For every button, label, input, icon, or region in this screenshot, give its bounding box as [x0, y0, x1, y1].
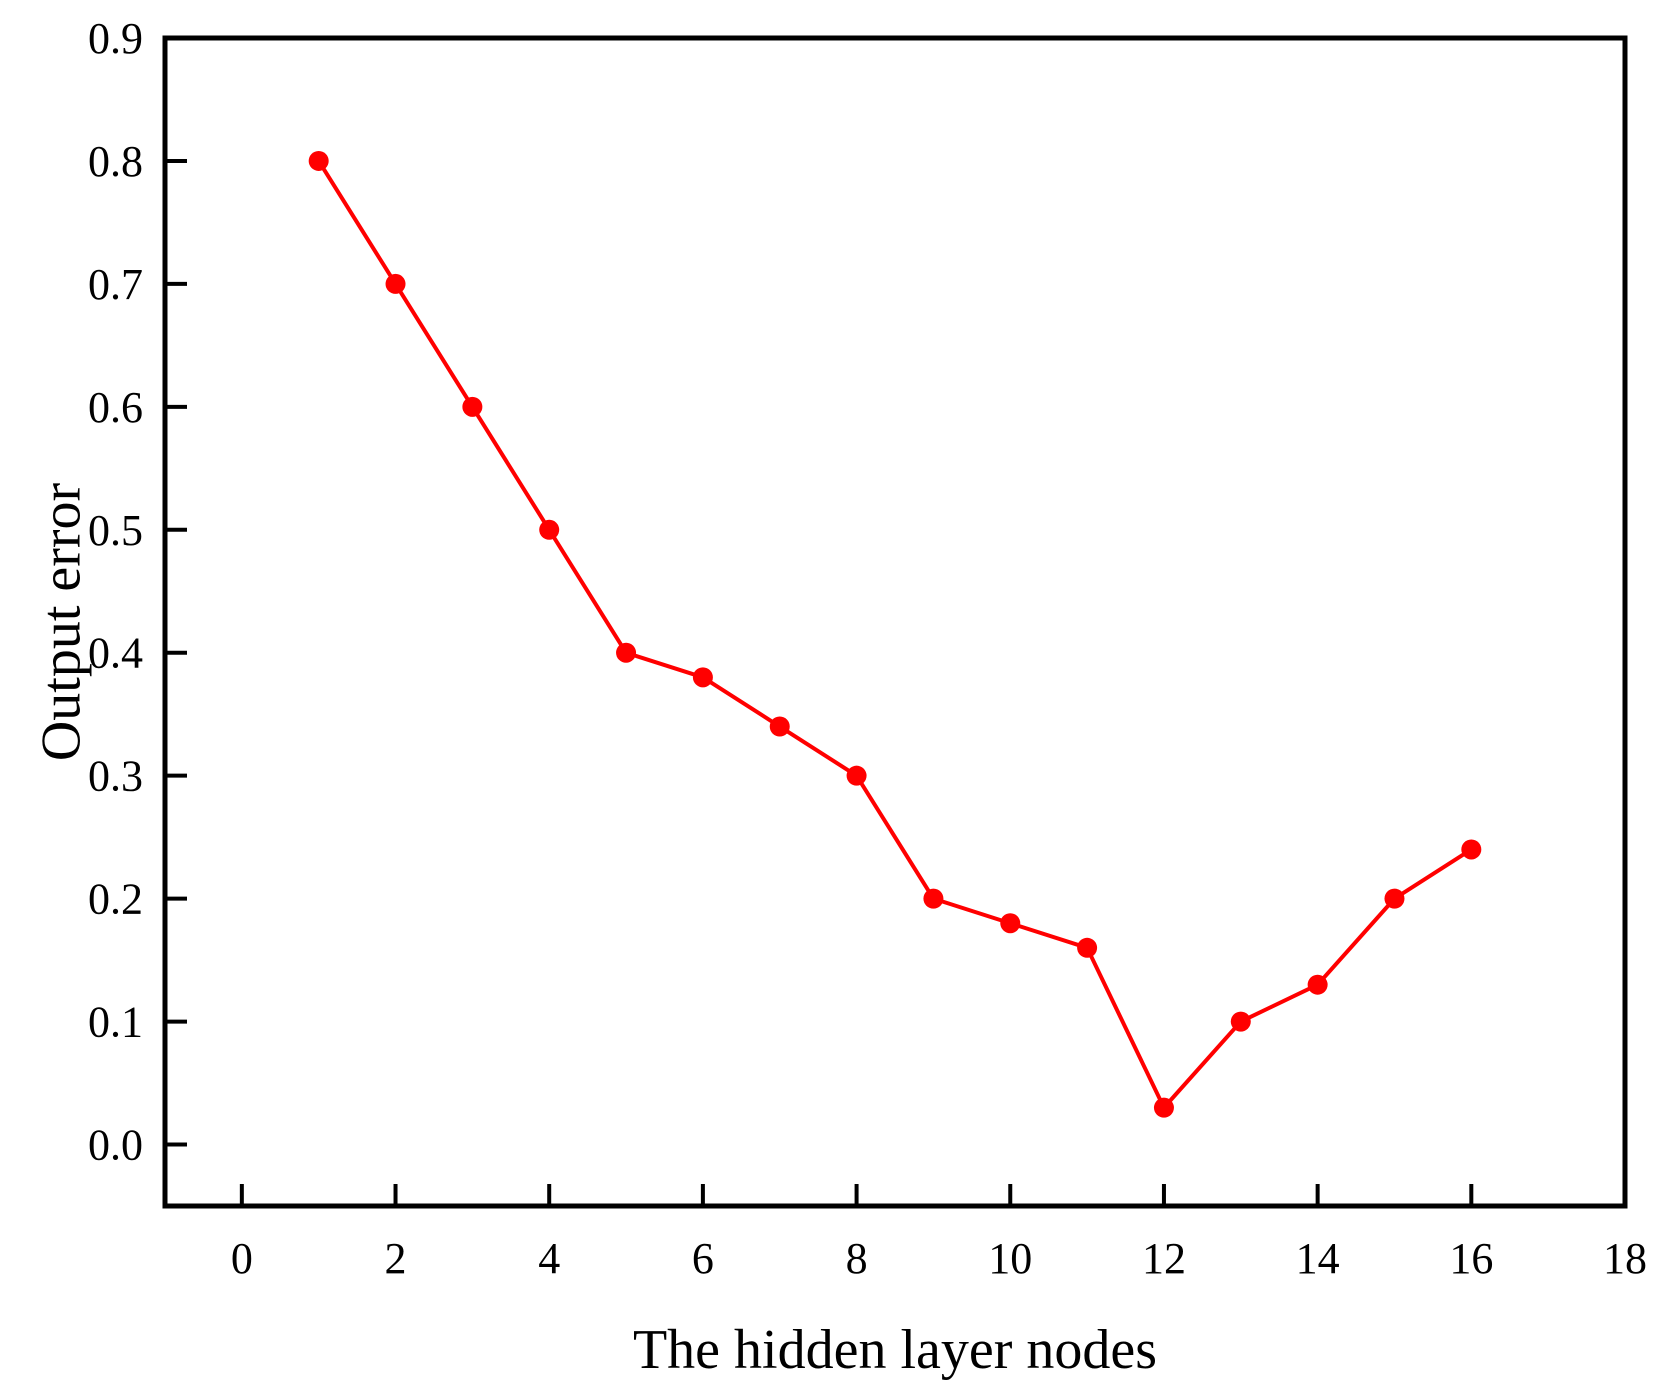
y-axis-ticks: 0.0 0.1 0.2 0.3 0.4 0.5 0.6 0.7 0.8 0.9 [88, 14, 187, 1170]
data-point [1077, 937, 1098, 958]
data-point [462, 396, 483, 417]
y-tick-label: 0.2 [88, 875, 143, 924]
data-point [1153, 1097, 1174, 1118]
x-axis-ticks: 0 2 4 6 8 10 12 14 16 18 [231, 1184, 1647, 1283]
x-tick-label: 4 [538, 1234, 560, 1283]
data-point [616, 642, 637, 663]
y-tick-label: 0.4 [88, 629, 143, 678]
plot-frame [162, 35, 1628, 1209]
x-axis-title: The hidden layer nodes [633, 1319, 1157, 1381]
y-tick-label: 0.7 [88, 260, 143, 309]
x-tick-label: 8 [846, 1234, 868, 1283]
y-tick-label: 0.8 [88, 137, 143, 186]
data-point [1000, 913, 1021, 934]
x-tick-label: 2 [385, 1234, 407, 1283]
data-point [1307, 974, 1328, 995]
series-layer [308, 150, 1482, 1118]
data-point [539, 519, 560, 540]
x-tick-label: 12 [1142, 1234, 1186, 1283]
y-tick-label: 0.1 [88, 998, 143, 1047]
x-tick-label: 16 [1449, 1234, 1493, 1283]
x-tick-label: 18 [1603, 1234, 1647, 1283]
y-tick-label: 0.6 [88, 383, 143, 432]
data-point [385, 273, 406, 294]
y-tick-label: 0.9 [88, 14, 143, 63]
data-point [1230, 1011, 1251, 1032]
data-point [692, 667, 713, 688]
series-line [316, 159, 1473, 1110]
y-axis-title: Output error [31, 482, 93, 761]
data-point [308, 150, 329, 171]
x-tick-label: 10 [988, 1234, 1032, 1283]
x-tick-label: 0 [231, 1234, 253, 1283]
y-tick-label: 0.5 [88, 506, 143, 555]
data-point [923, 888, 944, 909]
data-point [769, 716, 790, 737]
y-tick-label: 0.3 [88, 752, 143, 801]
data-point [1384, 888, 1405, 909]
y-tick-label: 0.0 [88, 1121, 143, 1170]
x-tick-label: 14 [1296, 1234, 1340, 1283]
x-tick-label: 6 [692, 1234, 714, 1283]
data-point [846, 765, 867, 786]
data-point [1461, 839, 1482, 860]
